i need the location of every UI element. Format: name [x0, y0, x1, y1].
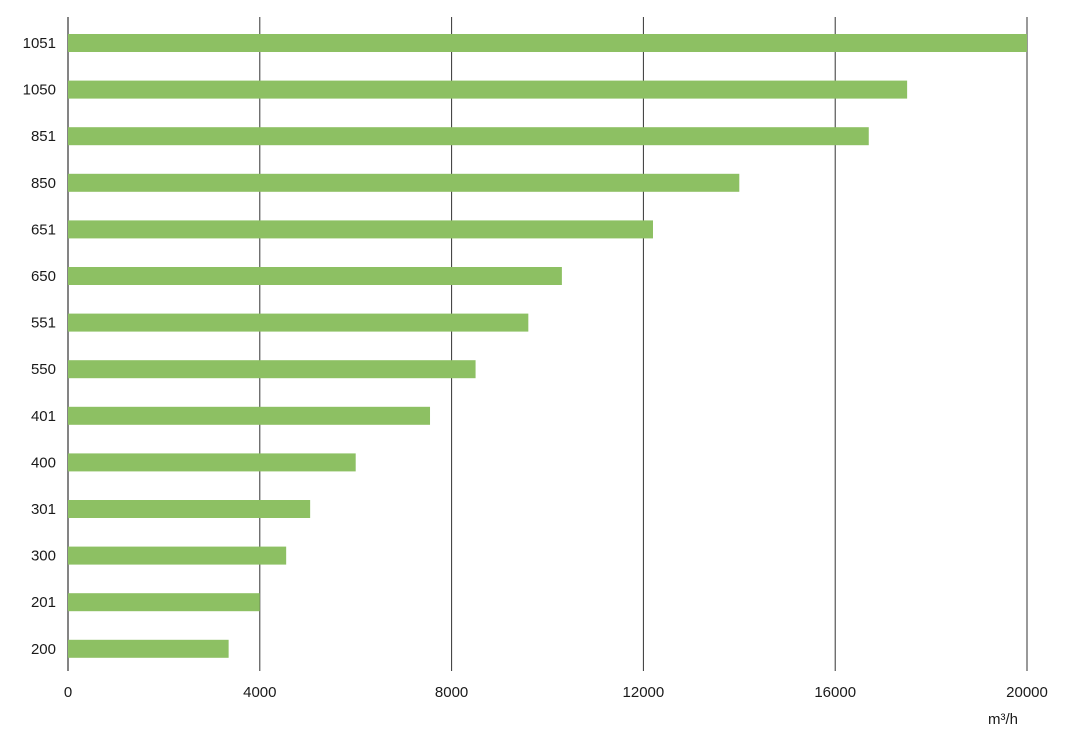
category-labels: 1051 1050 851 850 651 650 551 550 401 400 301 300 20… — [23, 35, 56, 658]
x-tick-labels: 0 4000 8000 12000 16000 20000 — [64, 684, 1048, 701]
bar-650 — [68, 267, 562, 285]
bar-401 — [68, 406, 431, 425]
category-label: 550 — [31, 361, 56, 378]
bar-550 — [68, 360, 476, 379]
category-label: 651 — [31, 221, 56, 238]
bar-551 — [68, 313, 529, 332]
bars — [68, 34, 1027, 658]
category-label: 401 — [31, 408, 56, 425]
category-label: 300 — [31, 548, 56, 565]
x-tick-label: 8000 — [435, 684, 468, 701]
category-label: 551 — [31, 315, 56, 332]
bar-300 — [68, 546, 287, 565]
x-tick-label: 20000 — [1006, 684, 1048, 701]
bar-851 — [68, 127, 869, 146]
grid-lines — [67, 17, 1028, 671]
bar-200 — [68, 639, 229, 658]
category-label: 1051 — [23, 35, 56, 52]
category-label: 200 — [31, 641, 56, 658]
x-axis-unit-label: m³/h — [988, 711, 1018, 728]
bar-201 — [68, 593, 260, 612]
bar-301 — [68, 500, 311, 518]
category-label: 650 — [31, 268, 56, 285]
bar-1050 — [68, 80, 908, 99]
bar-1051 — [68, 34, 1027, 52]
category-label: 850 — [31, 175, 56, 192]
category-label: 851 — [31, 128, 56, 145]
x-tick-label: 0 — [64, 684, 72, 701]
bar-400 — [68, 453, 356, 472]
bar-651 — [68, 220, 653, 239]
category-label: 301 — [31, 501, 56, 518]
x-tick-label: 12000 — [623, 684, 665, 701]
category-label: 1050 — [23, 82, 56, 99]
x-tick-label: 4000 — [243, 684, 276, 701]
category-label: 201 — [31, 594, 56, 611]
x-tick-label: 16000 — [814, 684, 856, 701]
category-label: 400 — [31, 454, 56, 471]
bar-850 — [68, 173, 740, 192]
